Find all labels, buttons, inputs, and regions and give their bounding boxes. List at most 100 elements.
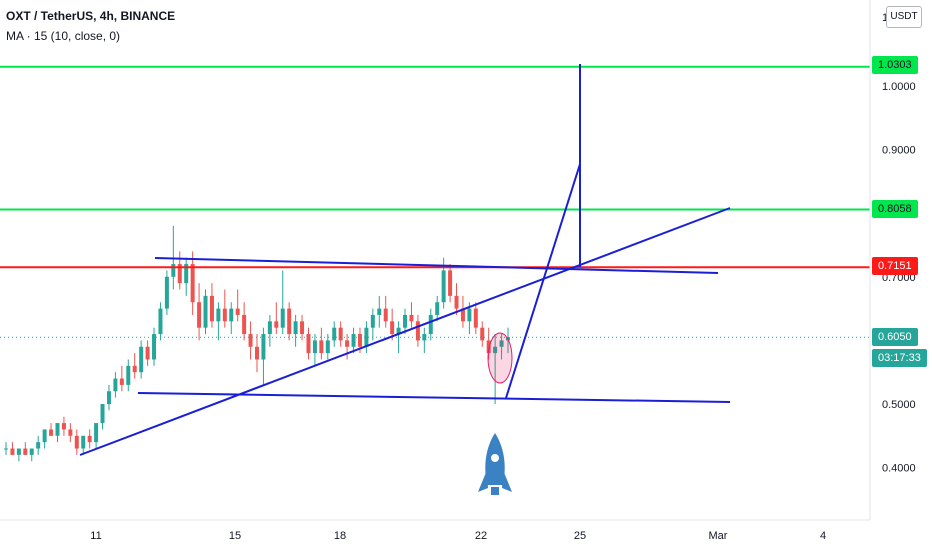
y-tick-label: 0.9000 [882,145,916,157]
candle-body [280,308,285,328]
candle-body [448,270,453,296]
candle-body [42,429,47,443]
currency-button[interactable]: USDT [886,6,922,28]
trend-line [137,392,731,403]
x-tick-label: 25 [574,530,586,542]
candle-body [203,295,208,328]
candle-body [499,340,504,347]
x-tick-label: 15 [229,530,241,542]
candle-body [332,327,337,341]
candle-body [139,346,144,373]
candle-body [460,308,465,322]
y-tick-label: 0.5000 [882,399,916,411]
level-tag-red: 0.7151 [872,257,918,275]
candle-body [357,334,362,347]
candle-body [197,302,202,328]
candle-body [164,276,169,309]
candle-body [403,314,408,328]
candle-body [29,448,34,455]
candle-body [473,308,478,328]
countdown-tag: 03:17:33 [872,349,927,367]
candle-body [293,321,298,335]
candle-body [158,308,163,335]
candle-body [4,448,8,450]
candle-body [94,423,99,443]
candle-body [113,378,118,392]
candle-body [81,435,86,449]
candle-body [390,321,395,335]
candle-body [184,264,189,284]
trend-drawings [79,64,731,456]
x-tick-label: 22 [475,530,487,542]
candle-body [306,334,311,354]
level-tag-high: 1.0303 [872,56,918,74]
candle-body [267,321,272,335]
highlight-ellipse [487,332,513,384]
level-tag-mid: 0.8058 [872,200,918,218]
trend-line [505,163,581,399]
candle-body [435,302,440,315]
candle-body [338,327,343,341]
candle-body [415,321,420,341]
candle-body [209,295,214,322]
trend-line [79,207,731,456]
candle-body [242,314,247,335]
candle-body [106,391,111,404]
candle-body [126,365,131,385]
candle-body [345,340,350,347]
x-tick-label: Mar [709,530,728,542]
time-axis: 11 15 18 22 25 Mar 4 [0,519,870,542]
y-tick-label: 0.4000 [882,463,916,475]
x-tick-label: 18 [334,530,346,542]
candle-body [235,308,240,315]
candle-body [222,308,227,322]
candle-body [68,429,73,436]
candle-body [87,435,92,443]
trend-line [154,257,719,274]
rocket-fin-right [502,470,512,492]
x-tick-label: 11 [90,530,101,542]
candle-body [145,346,150,360]
candle-body [100,404,105,424]
candle-body [177,264,182,284]
candle-body [493,346,498,354]
rocket-window [491,454,499,462]
candle-body [409,314,414,322]
candle-body [467,308,472,322]
candle-body [351,334,356,347]
candle-body [274,321,279,328]
candle-body [10,448,15,455]
y-tick-label: 1.0000 [882,81,916,93]
candle-body [428,314,433,335]
candle-body [190,264,195,303]
symbol-title: OXT / TetherUS, 4h, BINANCE [6,9,176,23]
candle-body [377,308,382,315]
candle-body [255,346,259,360]
candle-body [370,314,375,328]
candle-body [480,327,485,341]
candle-body [261,334,266,360]
rocket-fin-left [478,470,488,492]
candle-body [396,327,401,335]
candle-body [248,334,253,347]
candle-body [216,308,221,322]
candle-body [171,264,176,277]
candle-body [49,429,54,436]
candle-body [300,321,305,335]
candle-body [61,423,66,430]
candle-body [319,340,324,354]
y-tick-label: 1 [882,12,888,24]
candle-body [74,435,79,449]
candle-body [16,448,21,455]
candle-body [312,340,317,354]
indicator-label: MA · 15 (10, close, 0) [6,29,121,43]
candle-body [55,423,60,436]
candle-body [229,308,234,322]
rocket-icon [478,433,512,495]
candle-body [287,308,292,335]
candle-body [36,442,41,449]
candlestick-series [4,225,510,462]
candle-body [383,308,388,322]
last-price-tag: 0.6050 [872,328,918,346]
